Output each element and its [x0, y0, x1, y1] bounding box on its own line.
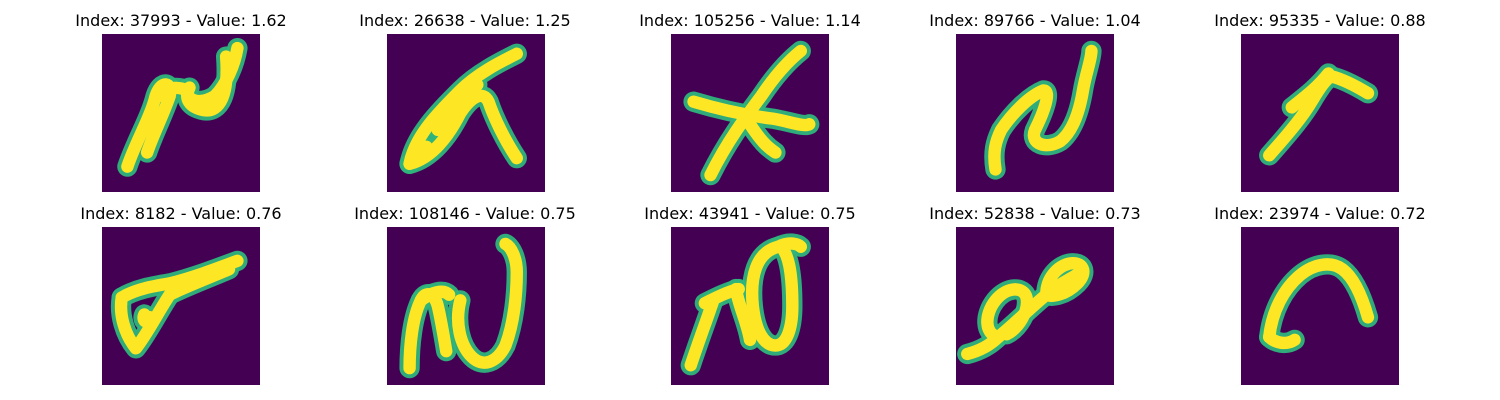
digit-image-10 [1241, 227, 1399, 385]
tile-4 [956, 34, 1114, 192]
tile-title-8: Index: 43941 - Value: 0.75 [644, 204, 856, 223]
tile-title-2: Index: 26638 - Value: 1.25 [359, 11, 571, 30]
tile-3 [671, 34, 829, 192]
tile-title-10: Index: 23974 - Value: 0.72 [1214, 204, 1426, 223]
digit-image-9 [956, 227, 1114, 385]
tile-title-9: Index: 52838 - Value: 0.73 [929, 204, 1141, 223]
tile-title-6: Index: 8182 - Value: 0.76 [80, 204, 282, 223]
tile-1 [102, 34, 260, 192]
tile-title-4: Index: 89766 - Value: 1.04 [929, 11, 1141, 30]
tile-title-1: Index: 37993 - Value: 1.62 [75, 11, 287, 30]
digit-image-2 [387, 34, 545, 192]
digit-image-4 [956, 34, 1114, 192]
digit-image-5 [1241, 34, 1399, 192]
tile-5 [1241, 34, 1399, 192]
digit-image-8 [671, 227, 829, 385]
tile-10 [1241, 227, 1399, 385]
tile-title-7: Index: 108146 - Value: 0.75 [354, 204, 576, 223]
tile-title-3: Index: 105256 - Value: 1.14 [639, 11, 861, 30]
tile-2 [387, 34, 545, 192]
tile-9 [956, 227, 1114, 385]
tile-7 [387, 227, 545, 385]
tile-title-5: Index: 95335 - Value: 0.88 [1214, 11, 1426, 30]
tile-6 [102, 227, 260, 385]
digit-image-6 [102, 227, 260, 385]
digit-image-1 [102, 34, 260, 192]
digit-image-7 [387, 227, 545, 385]
tile-8 [671, 227, 829, 385]
digit-image-3 [671, 34, 829, 192]
